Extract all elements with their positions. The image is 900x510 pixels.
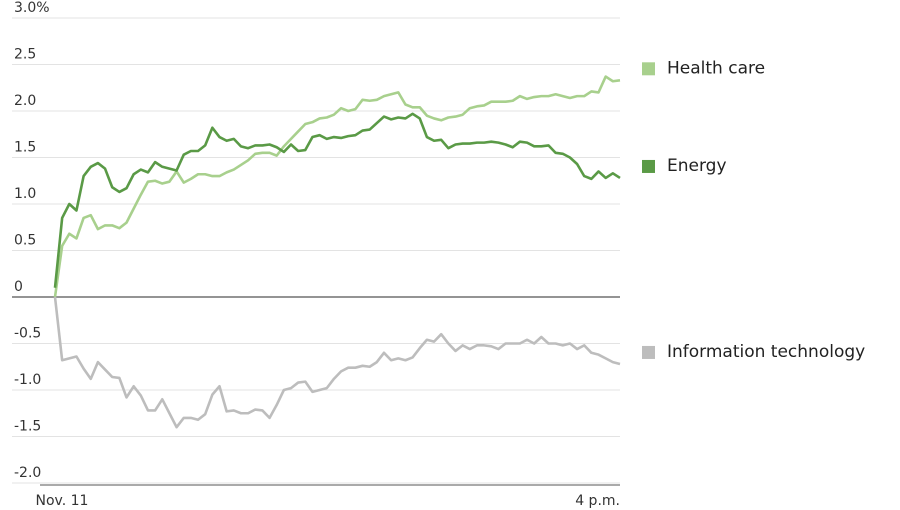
legend-label: Health care [667, 58, 765, 78]
y-tick-label: -1.0 [14, 372, 41, 388]
y-tick-label: 3.0% [14, 0, 50, 16]
legend-swatch [642, 345, 655, 359]
x-tick-label: 4 p.m. [575, 493, 620, 509]
y-tick-label: -1.5 [14, 419, 41, 435]
legend-swatch [642, 62, 655, 76]
y-tick-label: 2.5 [14, 47, 36, 63]
y-tick-label: 2.0 [14, 93, 36, 109]
legend-label: Energy [667, 156, 727, 176]
legend-swatch [642, 159, 655, 173]
y-tick-label: 0.5 [14, 233, 36, 249]
x-tick-label: Nov. 11 [36, 493, 89, 509]
y-tick-label: -0.5 [14, 326, 41, 342]
line [53, 296, 621, 429]
y-tick-label: 1.0 [14, 186, 36, 202]
y-tick-label: 0 [14, 279, 23, 295]
legend-label: Information technology [667, 342, 865, 362]
line [53, 75, 621, 298]
line [53, 112, 621, 288]
y-tick-label: 1.5 [14, 140, 36, 156]
y-tick-label: -2.0 [14, 465, 41, 481]
